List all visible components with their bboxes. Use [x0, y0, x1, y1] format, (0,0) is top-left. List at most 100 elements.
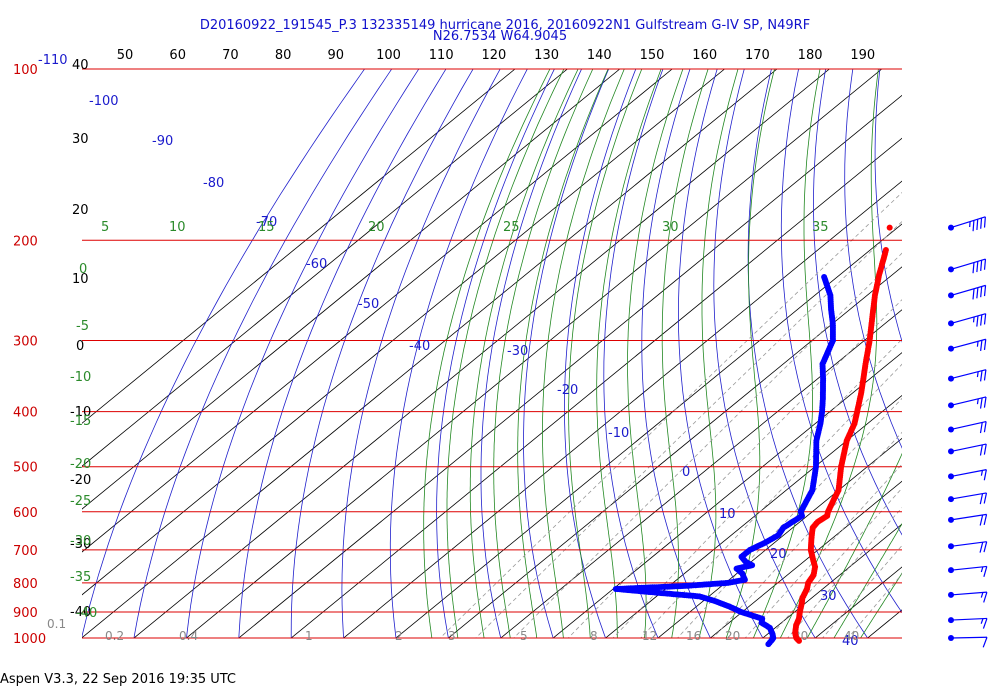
dewpoint-trace-point — [821, 273, 828, 280]
dry-adiabat-label: 40 — [842, 634, 859, 649]
dry-adiabat-line — [480, 69, 583, 638]
temperature-trace — [792, 246, 889, 644]
isotherm-line — [552, 352, 902, 638]
mixing-ratio-label: 8 — [590, 629, 598, 643]
isotherm-line — [82, 69, 725, 596]
moist-adiabat-label: 20 — [368, 220, 385, 235]
moist-adiabat-label: 15 — [258, 220, 275, 235]
wind-barb — [948, 313, 987, 327]
dry-adiabat-line — [874, 69, 902, 343]
dry-adiabat-line — [713, 69, 816, 638]
top-scale-label: 90 — [328, 48, 345, 63]
wind-barb — [948, 258, 987, 274]
top-scale-label: 140 — [587, 48, 612, 63]
moist-adiabat-label: 25 — [503, 220, 520, 235]
background-grid — [82, 43, 1000, 650]
pressure-tick-label: 400 — [13, 406, 38, 421]
top-scale-label: 70 — [222, 48, 239, 63]
wind-barb — [948, 541, 988, 553]
moist-adiabat-label: 35 — [812, 220, 829, 235]
isotherm-line — [238, 94, 902, 638]
left-temperature-label: 40 — [72, 58, 89, 73]
moist-adiabat-line — [860, 572, 902, 638]
pressure-tick-label: 300 — [13, 334, 38, 349]
dry-adiabat-label: -100 — [89, 94, 119, 109]
dry-adiabat-label: -80 — [203, 176, 224, 191]
dry-adiabat-line — [747, 69, 869, 638]
isotherm-line — [657, 437, 902, 638]
moist-adiabat-line — [542, 69, 625, 638]
pressure-tick-label: 700 — [13, 544, 38, 559]
wind-barb — [948, 617, 988, 629]
mixing-ratio-line — [744, 463, 902, 638]
wind-barb — [948, 469, 987, 481]
moist-adiabat-line — [806, 452, 902, 638]
dry-adiabat-label: -50 — [358, 297, 379, 312]
moist-adiabat-label: -35 — [70, 570, 91, 585]
grid-lines — [82, 43, 1000, 650]
left-temperature-label: -30 — [70, 537, 91, 552]
wind-barb — [948, 420, 987, 434]
left-temperature-label: -40 — [70, 605, 91, 620]
mixing-ratio-line — [612, 338, 902, 638]
moist-adiabat-line — [568, 69, 643, 638]
wind-barb — [948, 284, 987, 300]
dry-adiabat-line — [933, 43, 1000, 650]
dry-adiabat-line — [563, 69, 637, 638]
isotherm-line — [395, 223, 902, 638]
top-scale-label: 150 — [640, 48, 665, 63]
isotherm-line — [343, 180, 902, 638]
top-scale-label: 190 — [850, 48, 875, 63]
mixing-ratio-label: 5 — [520, 629, 528, 643]
dry-adiabat-line — [678, 69, 764, 638]
moist-adiabat-line — [833, 523, 902, 638]
top-scale-label: 100 — [376, 48, 401, 63]
dry-adiabat-line — [82, 69, 366, 638]
mixing-ratio-line — [640, 363, 902, 638]
top-scale-label: 50 — [117, 48, 134, 63]
mixing-ratio-label: 0.1 — [47, 617, 66, 631]
mixing-ratio-line — [513, 252, 902, 638]
moist-adiabat-line — [698, 69, 739, 638]
mixing-ratio-label: 20 — [725, 629, 740, 643]
top-scale-label: 120 — [481, 48, 506, 63]
isotherm-line — [605, 394, 902, 638]
top-scale-label: 170 — [745, 48, 770, 63]
dry-adiabat-label: -60 — [306, 257, 327, 272]
wind-barb — [948, 369, 987, 382]
wind-barb — [948, 396, 987, 409]
isotherm-line — [82, 69, 621, 510]
dry-adiabat-label: 10 — [719, 507, 736, 522]
moist-adiabat-label: -25 — [70, 494, 91, 509]
left-temperature-label: 0 — [76, 339, 84, 354]
isotherm-line — [82, 69, 673, 553]
wind-barb — [948, 635, 988, 648]
sounding-traces — [612, 224, 893, 648]
dry-adiabat-line — [641, 69, 711, 638]
moist-adiabat-label: -40 — [76, 606, 97, 621]
moist-adiabat-label: 5 — [101, 220, 109, 235]
dry-adiabat-label: -110 — [38, 53, 68, 68]
pressure-tick-label: 900 — [13, 606, 38, 621]
top-scale-label: 60 — [169, 48, 186, 63]
mixing-ratio-line — [768, 487, 902, 638]
chart-subtitle-location: N26.7534 W64.9045 — [433, 29, 567, 44]
moist-adiabat-label: 10 — [169, 220, 186, 235]
mixing-ratio-label: 16 — [686, 629, 701, 643]
moist-adiabat-line — [661, 69, 709, 638]
chart-title: D20160922_191545_P.3 132335149 hurricane… — [200, 18, 810, 33]
footer-version-timestamp: Aspen V3.3, 22 Sep 2016 19:35 UTC — [0, 672, 236, 687]
dry-adiabat-label: -30 — [507, 344, 528, 359]
wind-barb — [948, 565, 988, 577]
isotherm-line — [82, 69, 516, 424]
left-temperature-label: -10 — [70, 405, 91, 420]
dry-adiabat-line — [133, 69, 393, 638]
moist-adiabat-label: 0 — [79, 262, 87, 277]
mixing-ratio-line — [567, 299, 902, 638]
wind-barb — [948, 443, 987, 456]
dry-adiabat-line — [341, 69, 501, 638]
top-scale-label: 110 — [429, 48, 454, 63]
isotherm-line — [82, 69, 778, 638]
left-temperature-label: 10 — [72, 272, 89, 287]
mixing-ratio-label: 2 — [395, 629, 403, 643]
